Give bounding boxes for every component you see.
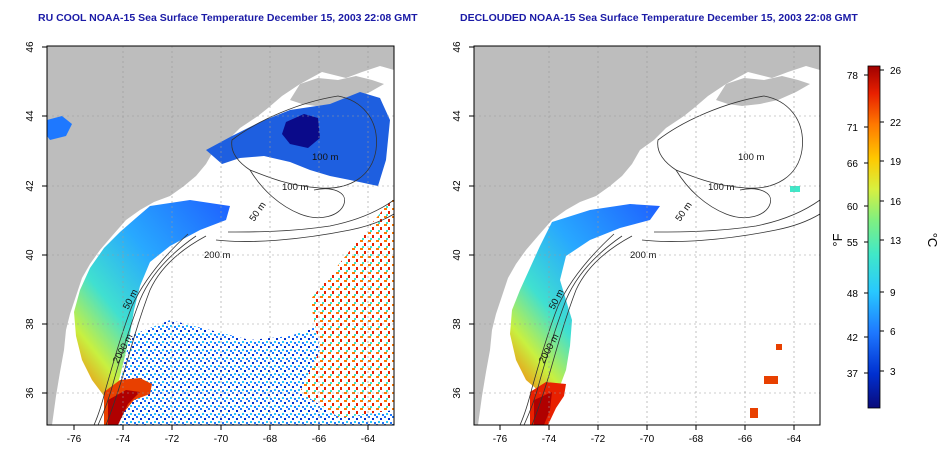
x-tick-label: -68 [263, 434, 278, 445]
land-mass [474, 46, 820, 425]
sst-warm-core [534, 392, 552, 425]
x-tick-label: -76 [67, 434, 82, 445]
celsius-tick-label: 3 [890, 367, 896, 378]
fahrenheit-tick-label: 66 [847, 159, 859, 170]
land-mass [47, 46, 394, 425]
y-tick-label: 44 [452, 110, 463, 122]
x-tick-label: -66 [738, 434, 753, 445]
fahrenheit-unit-label: °F [830, 233, 845, 246]
celsius-tick-label: 22 [890, 118, 902, 129]
x-tick-label: -68 [689, 434, 704, 445]
y-tick-label: 42 [25, 180, 36, 192]
x-tick-label: -72 [165, 434, 180, 445]
x-tick-label: -74 [542, 434, 557, 445]
fahrenheit-tick-label: 42 [847, 333, 859, 344]
sst-warm-patch [764, 376, 778, 384]
fahrenheit-tick-label: 48 [847, 289, 859, 300]
sst-warm-patch [776, 344, 782, 350]
nova-scotia-land [716, 76, 810, 106]
celsius-tick-label: 19 [890, 157, 902, 168]
y-tick-label: 46 [25, 41, 36, 53]
colorbar-gradient [867, 65, 881, 409]
x-tick-label: -70 [640, 434, 655, 445]
y-tick-label: 36 [452, 387, 463, 399]
y-tick-label: 36 [25, 387, 36, 399]
fahrenheit-tick-label: 37 [847, 369, 859, 380]
contour-label: 200 m [630, 250, 656, 261]
sst-coastal-band [510, 204, 660, 392]
x-tick-label: -70 [214, 434, 229, 445]
celsius-tick-label: 26 [890, 66, 902, 77]
celsius-unit-label: °C [925, 233, 940, 248]
fahrenheit-tick-label: 71 [847, 123, 859, 134]
sst-small-patch [790, 186, 800, 192]
x-tick-label: -64 [787, 434, 802, 445]
map-title-left: RU COOL NOAA-15 Sea Surface Temperature … [38, 12, 418, 24]
contour-label: 100 m [282, 182, 308, 193]
y-tick-label: 44 [25, 110, 36, 122]
celsius-tick-label: 6 [890, 327, 896, 338]
graticule [474, 46, 820, 425]
nova-scotia-land [290, 76, 384, 106]
map-title-right: DECLOUDED NOAA-15 Sea Surface Temperatur… [460, 12, 858, 24]
map-panel-right: 100 m 100 m 50 m 200 m 2000 m 50 m [452, 41, 821, 445]
contour-label: 100 m [708, 182, 734, 193]
fahrenheit-tick-label: 55 [847, 238, 859, 249]
x-tick-label: -74 [116, 434, 131, 445]
map-panel-left: 100 m 100 m 50 m 200 m 2000 m 50 m [25, 41, 395, 445]
contour-label: 100 m [312, 152, 338, 163]
y-tick-label: 40 [25, 249, 36, 261]
celsius-tick-label: 13 [890, 236, 902, 247]
sst-gulf-stream-speckle [300, 196, 394, 418]
sst-coastal-band [74, 200, 230, 396]
celsius-tick-label: 16 [890, 197, 902, 208]
sst-warm-patch [750, 408, 758, 418]
x-tick-label: -64 [361, 434, 376, 445]
contour-label: 200 m [204, 250, 230, 261]
y-tick-label: 38 [25, 318, 36, 330]
celsius-tick-label: 9 [890, 288, 896, 299]
y-tick-label: 38 [452, 318, 463, 330]
bathymetry-contours [519, 95, 820, 425]
sst-warm-core [108, 390, 140, 425]
x-tick-label: -72 [591, 434, 606, 445]
x-tick-label: -66 [312, 434, 327, 445]
colorbar: 78 71 66 60 55 48 42 37 26 22 19 16 13 9… [830, 65, 940, 409]
y-tick-label: 42 [452, 180, 463, 192]
contour-label: 100 m [738, 152, 764, 163]
sst-cold-patch [282, 114, 320, 148]
y-tick-label: 40 [452, 249, 463, 261]
fahrenheit-tick-label: 60 [847, 202, 859, 213]
x-tick-label: -76 [493, 434, 508, 445]
bathymetry-contours [93, 95, 394, 425]
graticule [47, 46, 394, 425]
y-tick-label: 46 [452, 41, 463, 53]
fahrenheit-tick-label: 78 [847, 71, 859, 82]
sst-bay-patch [47, 116, 72, 140]
